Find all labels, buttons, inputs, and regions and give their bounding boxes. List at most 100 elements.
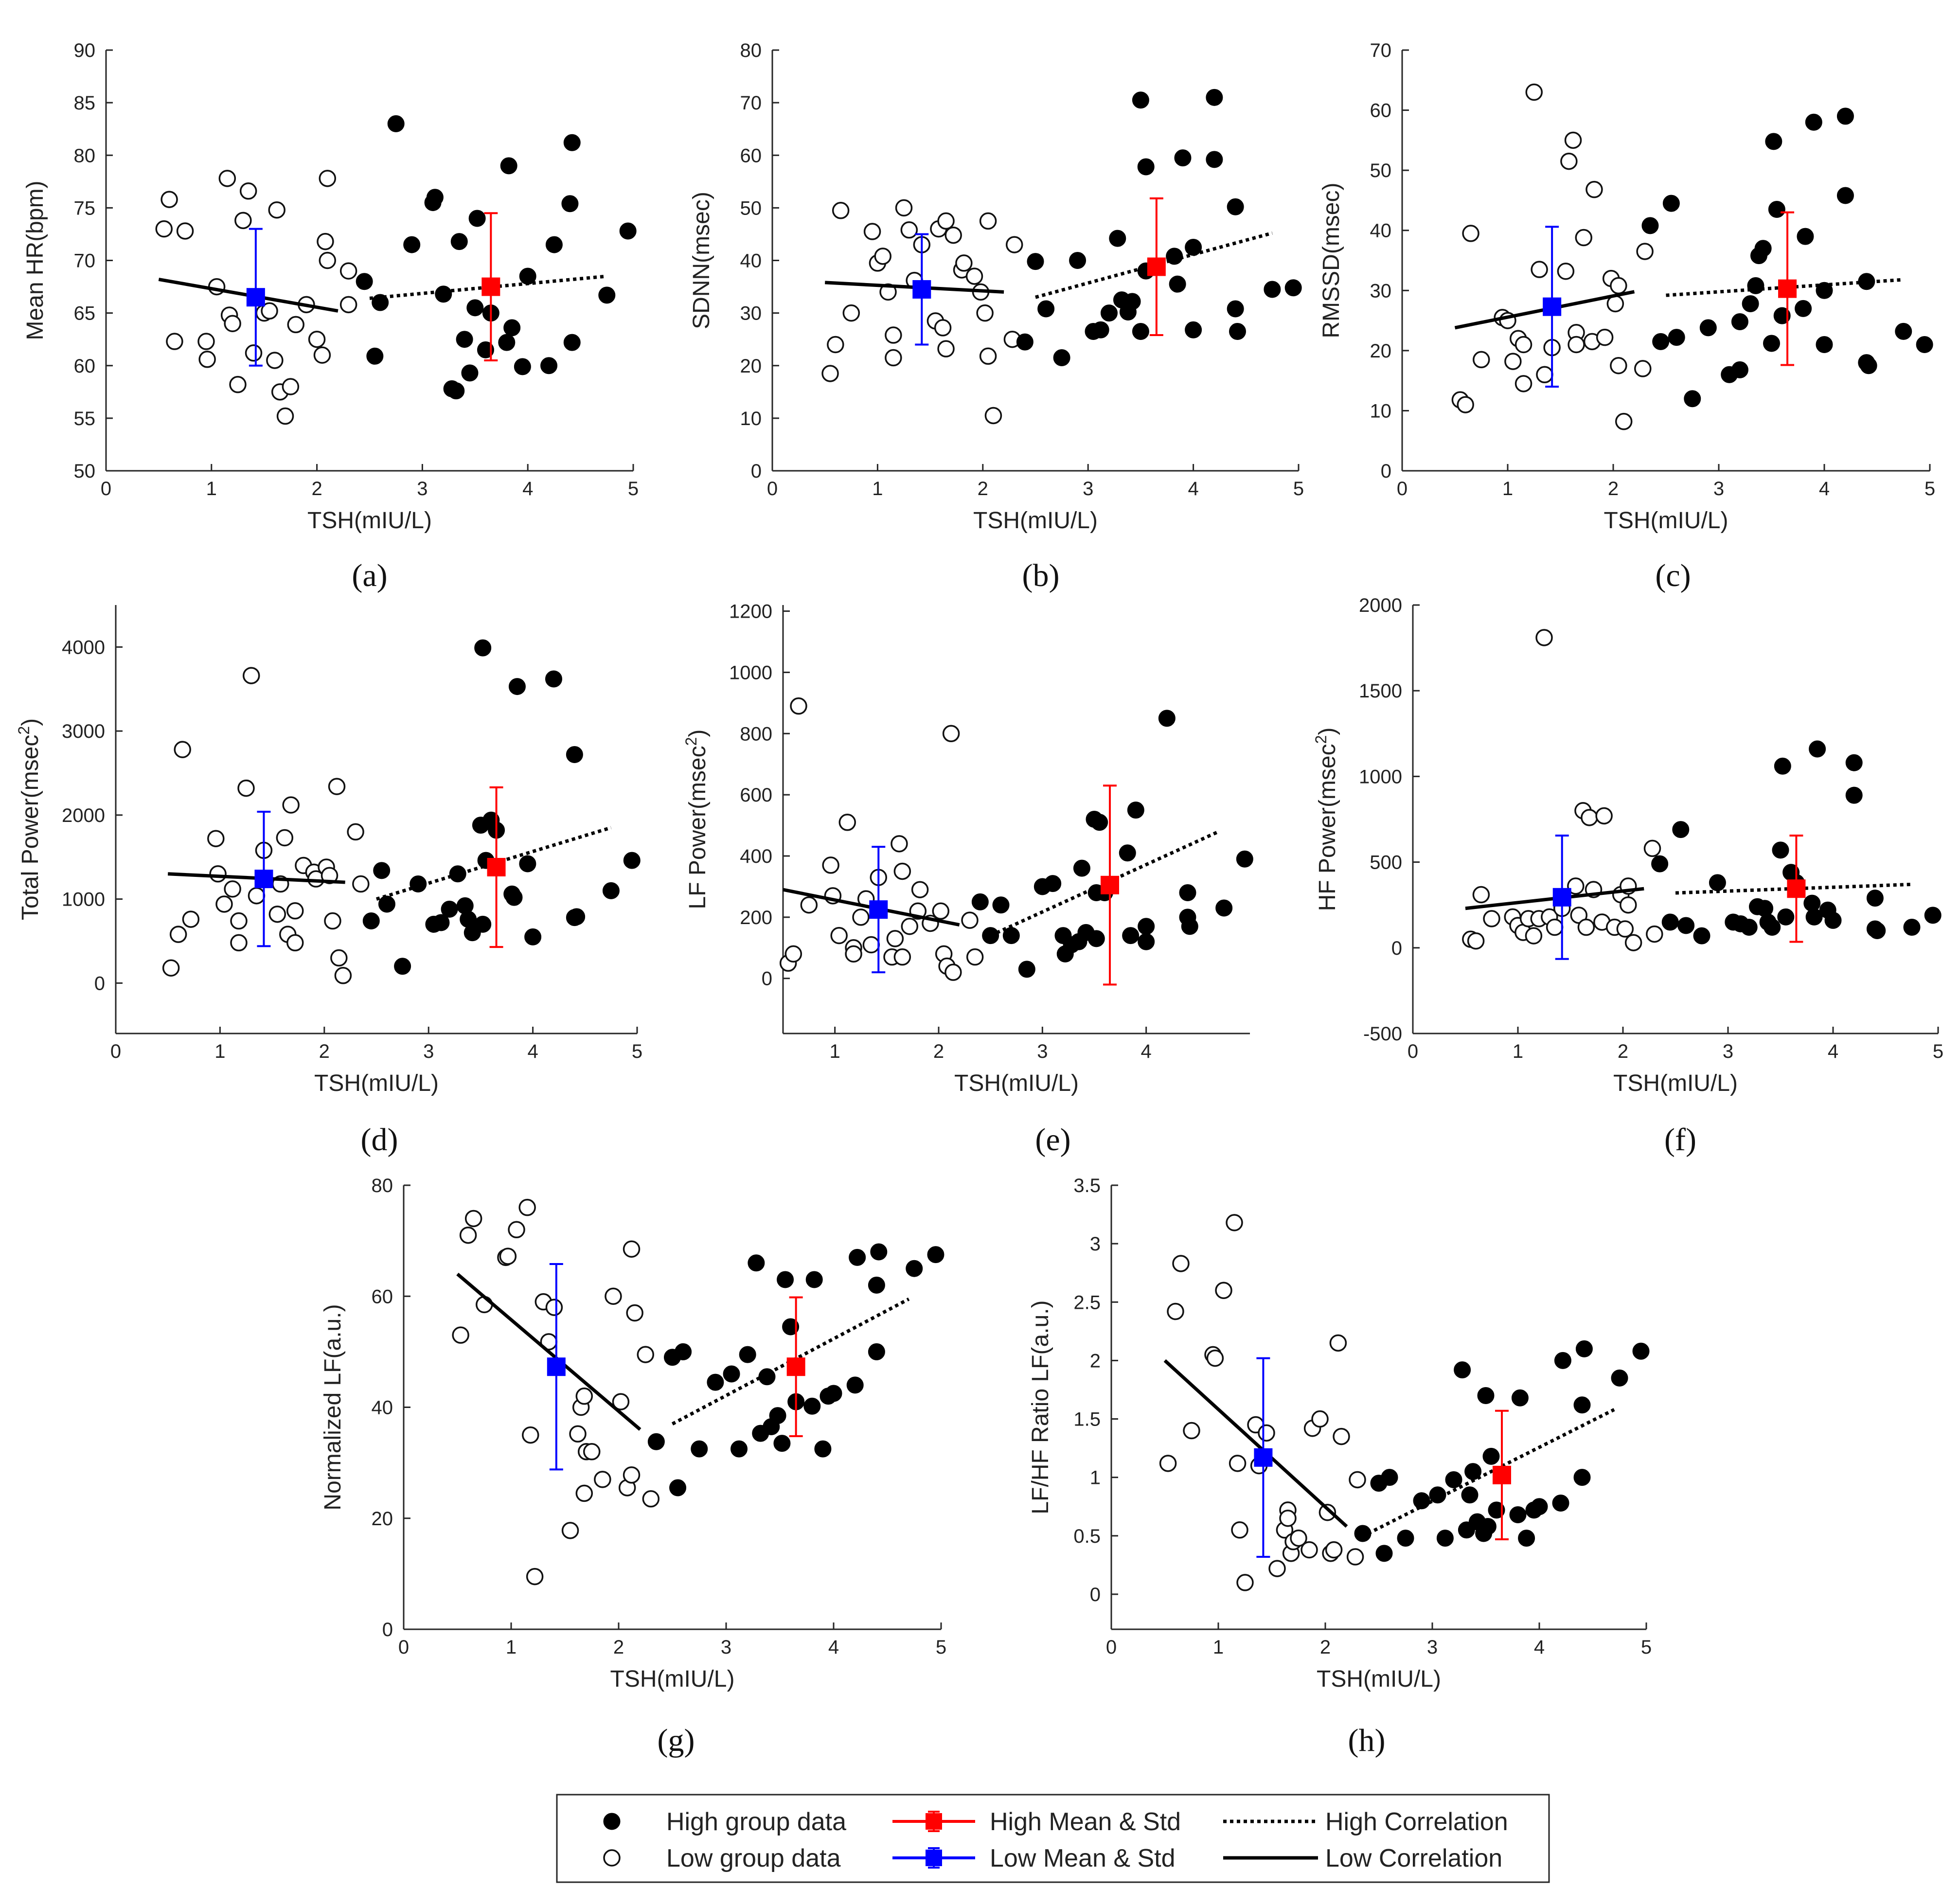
high-point	[1445, 1471, 1462, 1488]
x-tick-label: 5	[1933, 1041, 1943, 1062]
low-point	[891, 835, 908, 853]
low-point	[229, 375, 247, 393]
low-point	[268, 905, 286, 923]
y-tick-label: 1	[1090, 1467, 1101, 1489]
low-point	[215, 895, 233, 913]
high-point	[1742, 295, 1759, 312]
high-point	[777, 1271, 794, 1288]
high-point	[1488, 1501, 1505, 1519]
high-point	[1824, 911, 1842, 929]
low-point	[261, 302, 278, 320]
low-point	[1236, 1574, 1254, 1591]
y-axis-label: LF Power(msec2)	[682, 730, 711, 909]
x-tick-label: 5	[1924, 478, 1935, 499]
high-point	[1479, 1518, 1497, 1535]
low-point	[347, 823, 364, 841]
low-mean-std	[1254, 1357, 1273, 1558]
high-point	[545, 236, 563, 253]
high-mean-std	[487, 786, 506, 948]
high-point	[1461, 1486, 1479, 1504]
high-point	[1747, 277, 1764, 294]
low-point	[234, 212, 252, 230]
y-axis-label: Normalized LF(a.u.)	[320, 1304, 346, 1510]
y-tick-label: 50	[1370, 160, 1392, 181]
low-point	[790, 697, 807, 715]
low-point	[499, 1247, 517, 1265]
high-point	[691, 1440, 708, 1458]
low-point	[1575, 229, 1592, 247]
low-point	[176, 222, 194, 240]
low-point	[182, 910, 200, 928]
y-tick-label: 65	[74, 303, 96, 324]
low-point	[334, 967, 352, 984]
high-point	[1397, 1530, 1414, 1547]
low-point	[1472, 886, 1490, 904]
high-point	[1169, 275, 1186, 293]
low-point	[209, 865, 227, 883]
low-mean-std	[1552, 834, 1571, 960]
high-point	[373, 862, 391, 879]
high-point	[394, 958, 411, 975]
x-tick-label: 4	[828, 1637, 839, 1658]
high-point	[1869, 922, 1886, 940]
low-point	[800, 896, 818, 914]
x-tick-label: 0	[1397, 478, 1408, 499]
low-point	[508, 1221, 525, 1239]
high-point	[773, 1435, 791, 1452]
x-tick-label: 0	[1106, 1637, 1117, 1658]
panel-h: 0 1 2 3 4 5 0 0.5 1 1.5 2 2.5 3 3.5 TSH(mIU/L) LF/HF Ra…	[1028, 1175, 1652, 1758]
high-point	[466, 299, 484, 317]
x-axis-label: TSH(mIU/L)	[1613, 1070, 1738, 1096]
high-point	[1573, 1469, 1591, 1486]
high-mean-std	[1493, 1409, 1511, 1540]
low-point	[1567, 877, 1585, 895]
low-point	[1536, 366, 1553, 384]
high-point	[410, 875, 427, 893]
high-point	[868, 1343, 885, 1360]
low-point	[900, 221, 918, 239]
high-point	[508, 678, 526, 695]
high-point	[825, 1385, 842, 1402]
high-point	[623, 852, 641, 869]
x-tick-label: 4	[1188, 478, 1198, 499]
y-tick-label: 800	[740, 723, 772, 745]
high-point	[1227, 300, 1244, 318]
x-tick-label: 0	[101, 478, 111, 499]
low-point	[885, 349, 902, 367]
high-point	[1206, 89, 1223, 106]
x-axis-label: TSH(mIU/L)	[954, 1070, 1079, 1096]
y-tick-label: 0	[382, 1619, 393, 1640]
y-tick-label: 80	[372, 1175, 393, 1196]
panel-label: (c)	[1655, 558, 1691, 593]
x-tick-label: 5	[936, 1637, 946, 1658]
x-tick-label: 1	[1213, 1637, 1224, 1658]
x-tick-label: 4	[1141, 1041, 1152, 1062]
low-point	[1568, 336, 1585, 354]
panel-g: 0 1 2 3 4 5 0 20 40 60 80 TSH(mIU/L) Normalized LF(a…	[320, 1175, 946, 1758]
high-point	[540, 357, 558, 374]
high-point	[1866, 890, 1884, 907]
high-point	[1836, 107, 1854, 125]
high-point	[1795, 300, 1812, 317]
x-tick-label: 1	[206, 478, 217, 499]
low-point	[1483, 910, 1500, 927]
low-point	[605, 1287, 622, 1305]
y-tick-label: 0	[751, 461, 762, 482]
high-point	[1709, 874, 1726, 891]
legend-high-data-label: High group data	[666, 1808, 846, 1836]
high-point	[992, 896, 1010, 914]
x-tick-label: 1	[830, 1041, 840, 1062]
low-point	[276, 407, 294, 425]
high-point	[675, 1343, 692, 1360]
high-point	[1740, 919, 1758, 936]
x-tick-label: 3	[1713, 478, 1724, 499]
low-point	[1457, 396, 1474, 413]
x-tick-label: 2	[978, 478, 988, 499]
legend-low-mean-marker	[892, 1847, 975, 1869]
high-point	[498, 334, 516, 351]
y-tick-label: 40	[1370, 220, 1392, 242]
high-point	[1731, 361, 1748, 378]
high-point	[1845, 754, 1863, 771]
high-point	[1677, 917, 1695, 934]
